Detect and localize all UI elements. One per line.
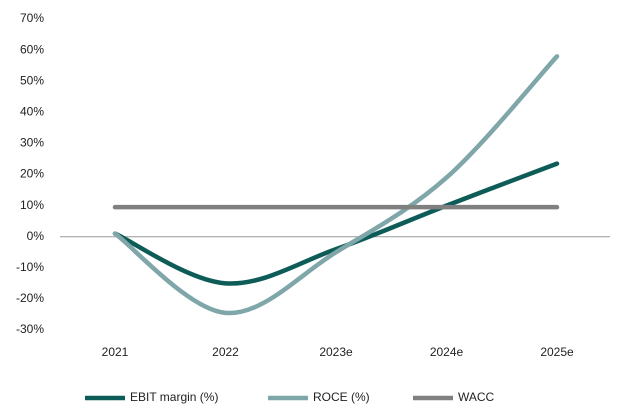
- y-tick-label: 50%: [20, 73, 44, 87]
- y-tick-label: 20%: [20, 167, 44, 181]
- x-tick-label: 2025e: [540, 345, 574, 359]
- y-tick-label: 0%: [27, 229, 45, 243]
- y-tick-label: 70%: [20, 11, 44, 25]
- y-tick-label: 60%: [20, 42, 44, 56]
- y-tick-label: -10%: [16, 260, 44, 274]
- series-line: [112, 161, 560, 286]
- y-tick-label: -30%: [16, 322, 44, 336]
- y-tick-label: 30%: [20, 136, 44, 150]
- x-tick-label: 2024e: [430, 345, 464, 359]
- x-tick-label: 2023e: [319, 345, 353, 359]
- y-tick-label: 40%: [20, 104, 44, 118]
- legend-label: ROCE (%): [313, 390, 370, 404]
- y-tick-label: -20%: [16, 291, 44, 305]
- x-tick-label: 2021: [102, 345, 129, 359]
- legend-label: EBIT margin (%): [130, 390, 218, 404]
- y-tick-label: 10%: [20, 198, 44, 212]
- legend-label: WACC: [458, 390, 495, 404]
- x-tick-label: 2022: [212, 345, 239, 359]
- series-line: [112, 54, 560, 316]
